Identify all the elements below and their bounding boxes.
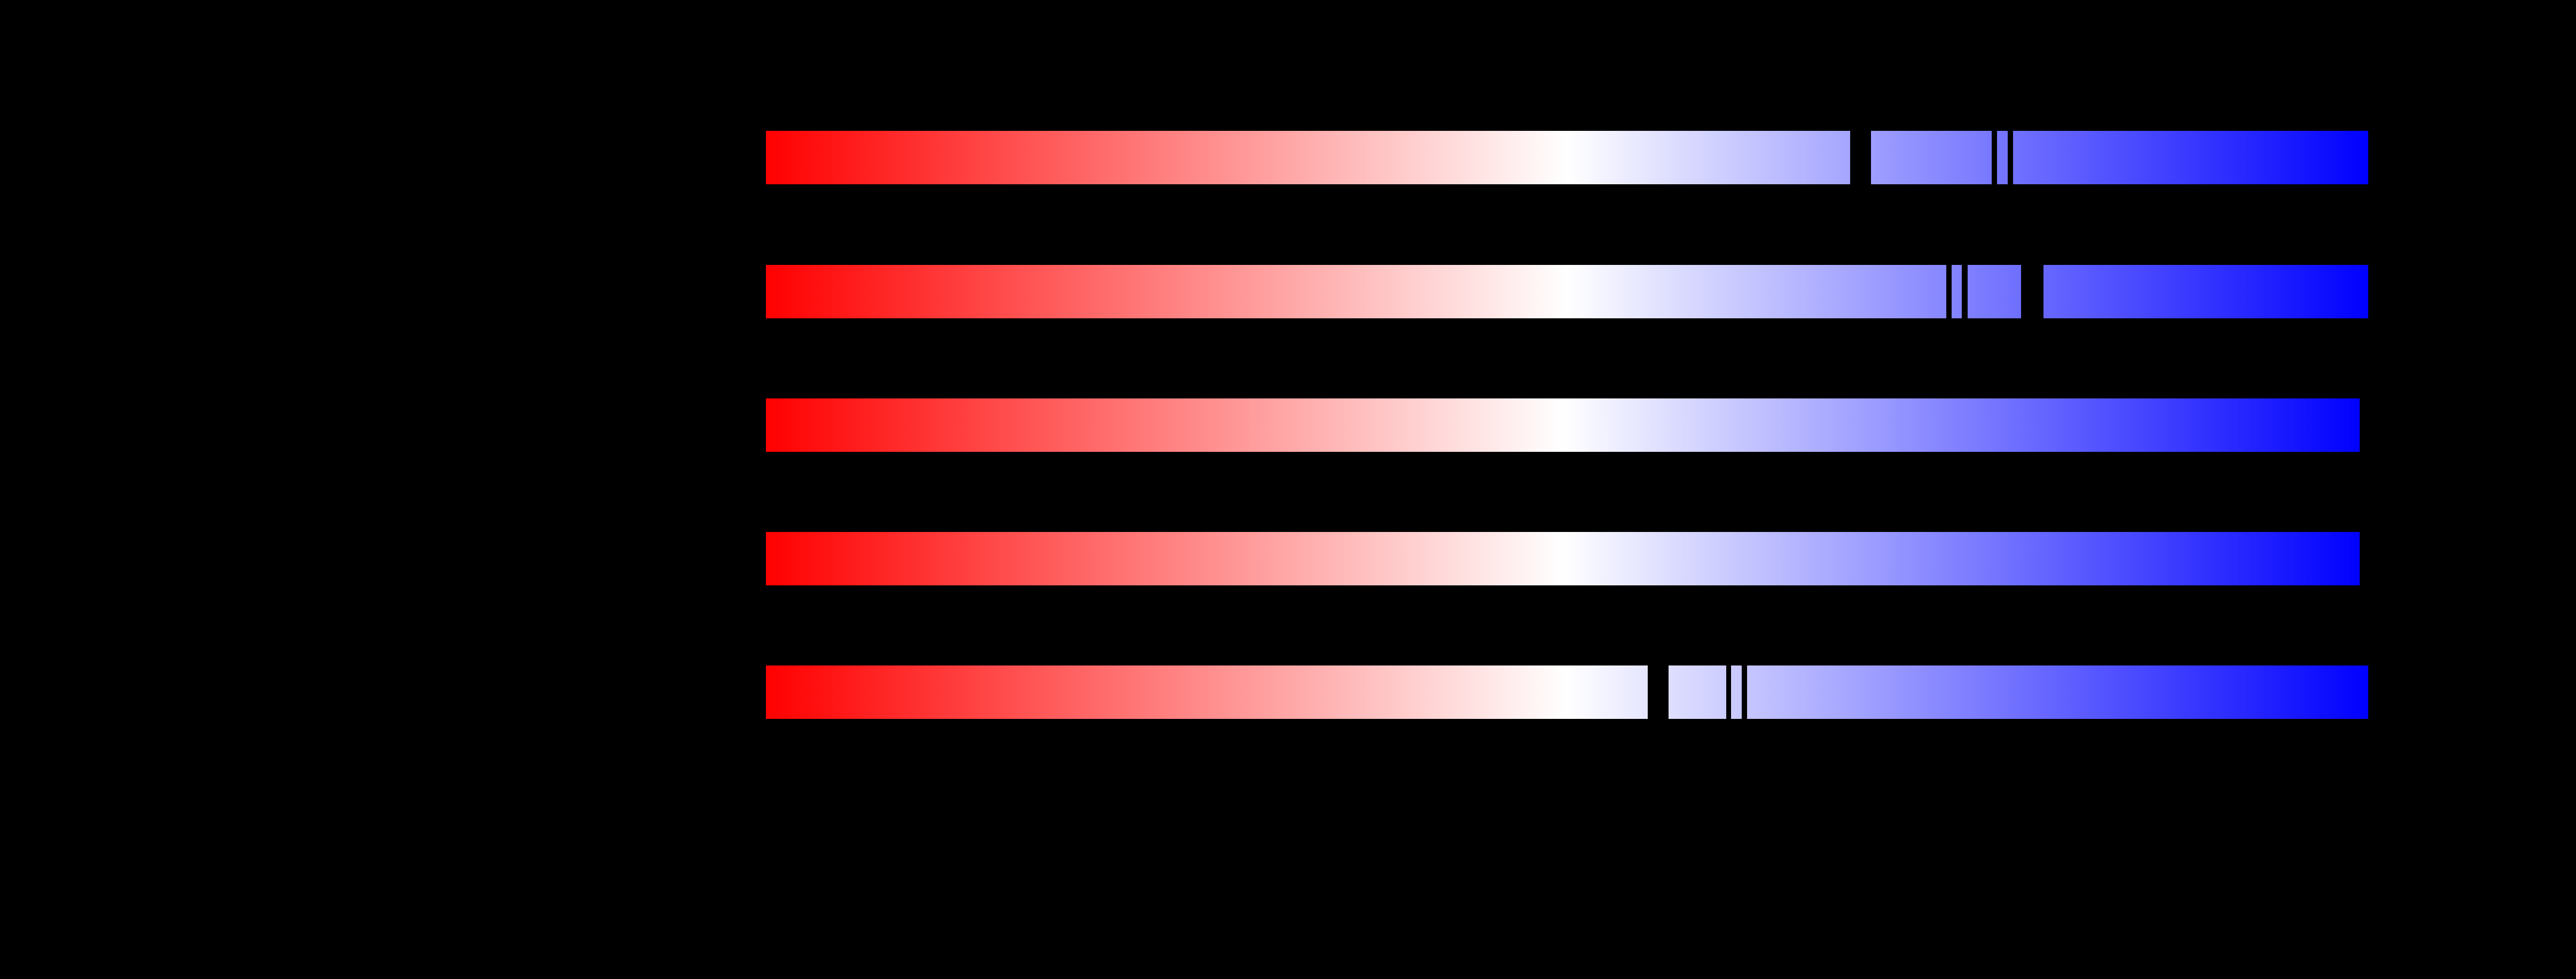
gradient-bar-4: [766, 532, 2360, 585]
bar-1-gap-2: [1992, 130, 1997, 185]
gradient-bar-3: [766, 398, 2360, 452]
bar-5-gap-1: [1648, 665, 1669, 719]
gradient-bar-5: [766, 665, 2368, 719]
bar-2-gap-1: [1946, 264, 1952, 319]
bar-1-gap-3: [2008, 130, 2013, 185]
bar-5-gap-3: [1742, 665, 1747, 719]
bar-1-gap-1: [1850, 130, 1871, 185]
gradient-bar-1: [766, 130, 2368, 185]
bar-2-gap-3: [2021, 264, 2043, 319]
bar-2-gap-2: [1962, 264, 1968, 319]
gradient-bar-2: [766, 264, 2368, 319]
bar-5-gap-2: [1726, 665, 1731, 719]
